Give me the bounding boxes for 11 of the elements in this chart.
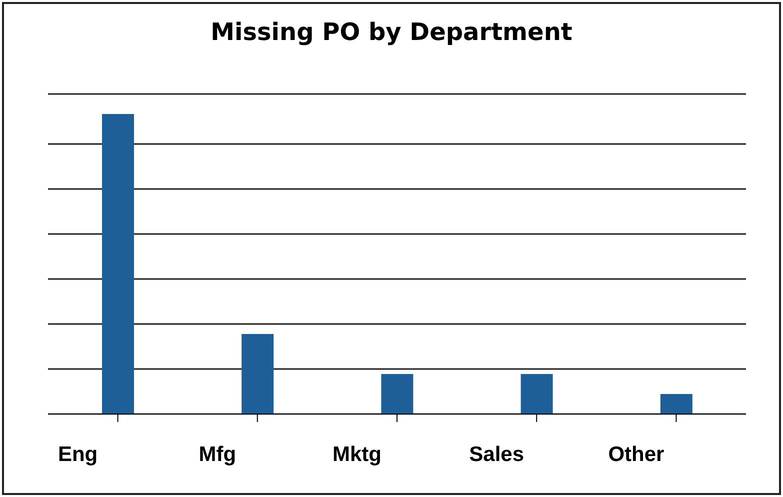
bar bbox=[381, 374, 414, 414]
x-tick-label: Eng bbox=[58, 442, 98, 466]
x-tick-label: Mfg bbox=[198, 442, 236, 466]
x-tick-label: Other bbox=[608, 442, 664, 466]
x-tick-label: Mktg bbox=[332, 442, 382, 466]
bar bbox=[520, 374, 553, 414]
bar bbox=[660, 394, 692, 414]
bar bbox=[242, 334, 274, 414]
chart-title: Missing PO by Department bbox=[210, 18, 574, 46]
bar bbox=[102, 114, 134, 414]
x-tick-label: Sales bbox=[469, 442, 524, 466]
